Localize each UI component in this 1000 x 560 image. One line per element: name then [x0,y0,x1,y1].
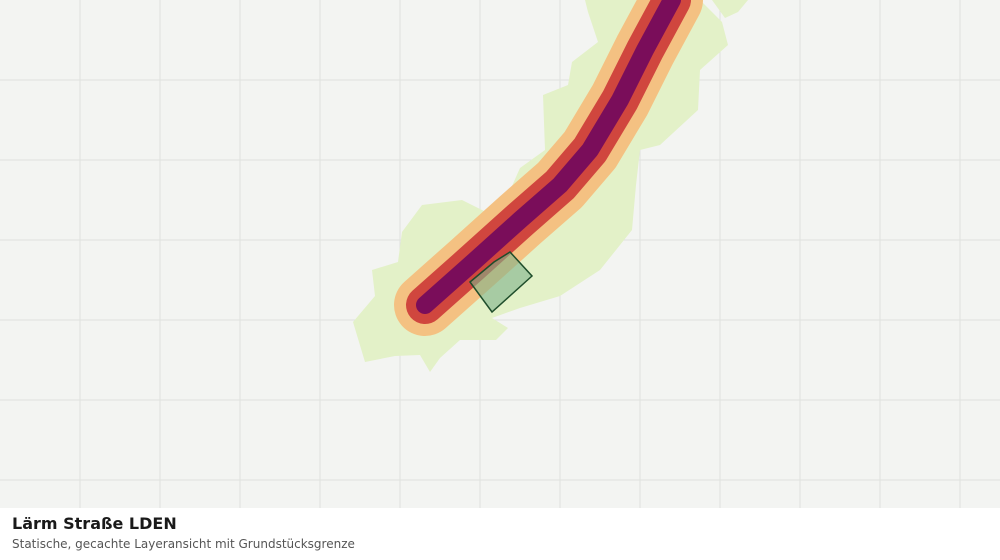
info-panel: Lärm Straße LDEN Statische, gecachte Lay… [0,508,1000,560]
layer-title: Lärm Straße LDEN [12,514,177,533]
noise-zone-very-high [416,0,681,314]
noise-zone-low [712,0,748,18]
grid [0,0,1000,508]
layer-subtitle: Statische, gecachte Layeransicht mit Gru… [12,537,355,551]
parcel-boundary [468,251,534,314]
map [0,0,1000,508]
